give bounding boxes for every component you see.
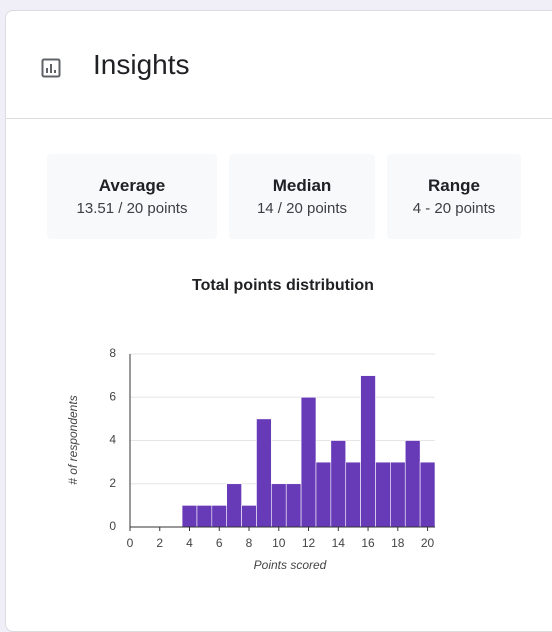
bar [345,461,361,528]
y-tick-label: 2 [109,476,116,490]
x-axis-label: Points scored [254,558,327,572]
y-tick-label: 6 [109,389,116,403]
bar [196,505,213,528]
x-tick-label: 8 [246,536,253,550]
bar [360,375,376,528]
bar [404,440,421,528]
chart-title: Total points distribution [192,277,374,294]
bar [375,461,391,528]
x-tick-label: 6 [216,536,223,550]
bar [271,483,287,528]
stat-value: 13.51 / 20 points [76,200,188,217]
x-tick-label: 20 [421,536,435,550]
bar [181,505,198,528]
y-tick-label: 4 [109,433,116,447]
header-title: Insights [93,49,190,80]
stat-box: Average 13.51 / 20 points [47,154,217,239]
stat-value: 4 - 20 points [412,200,496,217]
x-tick-label: 12 [302,536,316,550]
x-tick-label: 14 [332,536,346,550]
bar [330,440,347,528]
card-header: Insights [6,11,552,119]
bar [226,483,242,528]
x-tick-label: 0 [127,536,134,550]
x-tick-label: 10 [272,536,286,550]
x-tick-label: 2 [156,536,163,550]
bar [390,461,406,528]
insights-icon [41,58,61,78]
stat-box: Range 4 - 20 points [387,154,521,239]
chart: Total points distribution Points scored … [66,277,436,572]
page: {"header": {"title": "Insights"}, "stats… [5,10,552,632]
stat-label: Range [428,176,480,195]
stat-value: 14 / 20 points [256,200,348,217]
bar [241,505,257,528]
stat-label: Median [272,176,332,195]
y-tick-label: 8 [109,346,116,360]
x-tick-label: 16 [361,536,375,550]
bar [300,396,317,528]
x-tick-label: 18 [391,536,405,550]
bar [315,461,332,528]
stat-box: Median 14 / 20 points [229,154,375,239]
bar [256,418,272,528]
y-axis-label: # of respondents [66,395,80,484]
bar [419,461,436,528]
x-tick-label: 4 [186,536,193,550]
y-tick-label: 0 [109,519,116,533]
bar [285,483,302,528]
stat-label: Average [98,176,166,195]
bar [211,505,228,528]
